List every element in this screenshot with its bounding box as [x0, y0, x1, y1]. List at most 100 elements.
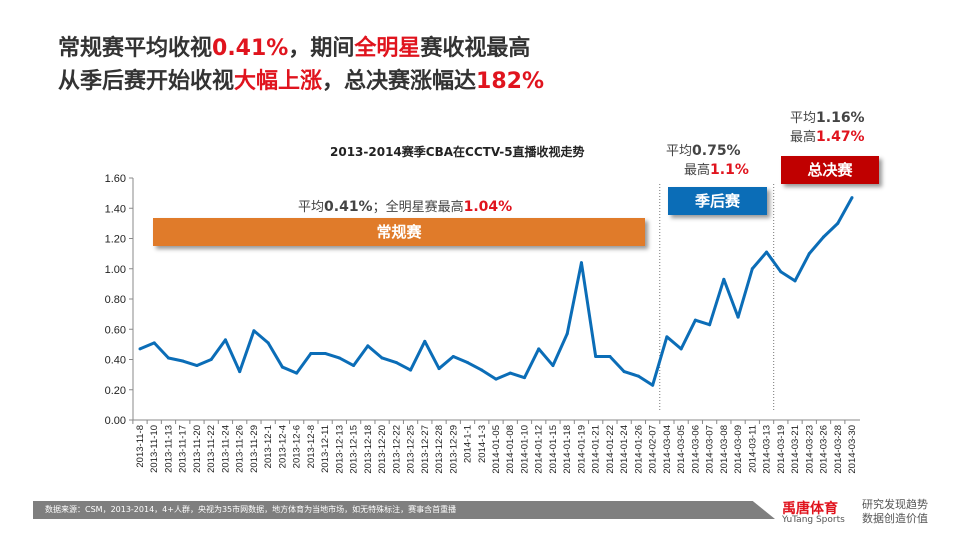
data-point	[508, 371, 512, 375]
x-tick-label: 2013-12-27	[420, 425, 431, 474]
data-point	[280, 365, 284, 369]
data-point	[309, 351, 313, 355]
data-point	[594, 354, 598, 358]
text: 1.04%	[463, 199, 513, 215]
x-tick-label: 2013-12-18	[363, 425, 374, 474]
x-tick-label: 2013-12-15	[349, 425, 360, 474]
x-tick-label: 2013-11-10	[149, 425, 160, 473]
data-point	[750, 267, 754, 271]
x-tick-label: 2014-01-22	[605, 425, 616, 474]
text: 0.75%	[692, 143, 741, 159]
headline-1: 常规赛平均收视0.41%，期间全明星赛收视最高	[58, 30, 530, 62]
data-point	[409, 368, 413, 372]
data-point	[822, 235, 826, 239]
regular-season-band: 常规赛	[153, 218, 645, 246]
text: 0.41%	[324, 199, 373, 215]
regular-season-stats: 平均0.41%；全明星赛最高1.04%	[298, 196, 512, 215]
x-tick-label: 2014-03-04	[662, 425, 673, 474]
x-tick-label: 2014-01-21	[591, 425, 602, 474]
x-tick-label: 2014-03-13	[762, 425, 773, 474]
x-tick-label: 2014-01-05	[491, 425, 502, 474]
x-tick-label: 2013-12-11	[320, 425, 331, 473]
x-tick-label: 2013-12-4	[277, 425, 288, 468]
data-point	[437, 367, 441, 371]
data-point	[451, 354, 455, 358]
y-tick-label: 0.80	[105, 294, 126, 306]
x-tick-label: 2013-12-20	[377, 425, 388, 474]
data-point	[195, 364, 199, 368]
x-tick-label: 2013-12-13	[334, 425, 345, 474]
x-tick-label: 2014-03-05	[676, 425, 687, 474]
data-point	[181, 359, 185, 363]
data-point	[494, 377, 498, 381]
data-point	[352, 364, 356, 368]
text: 1.1%	[710, 162, 749, 178]
y-tick-label: 1.00	[105, 264, 126, 276]
x-tick-label: 2014-03-09	[733, 425, 744, 474]
y-tick-label: 0.60	[105, 324, 126, 336]
brand-logo-en: YuTang Sports	[782, 515, 845, 525]
x-tick-label: 2014-01-26	[633, 425, 644, 474]
x-tick-label: 2013-12-28	[434, 425, 445, 474]
data-point	[366, 344, 370, 348]
data-point	[836, 221, 840, 225]
data-point	[736, 315, 740, 319]
data-point	[323, 351, 327, 355]
x-tick-label: 2014-03-11	[747, 425, 758, 473]
x-tick-label: 2013-12-1	[263, 425, 274, 468]
data-point	[551, 364, 555, 368]
data-point	[337, 356, 341, 360]
y-tick-label: 1.40	[105, 203, 126, 215]
headline-2: 从季后赛开始收视大幅上涨，总决赛涨幅达182%	[58, 63, 544, 95]
x-tick-label: 2013-12-25	[406, 425, 417, 474]
y-tick-label: 1.20	[105, 234, 126, 246]
x-tick-label: 2014-01-19	[576, 425, 587, 474]
data-point	[665, 335, 669, 339]
x-tick-label: 2014-03-08	[719, 425, 730, 474]
text: 最高	[684, 163, 711, 178]
text: 全明星	[354, 36, 421, 61]
data-point	[722, 277, 726, 281]
data-source-footer: 数据来源：CSM，2013-2014，4+人群，央视为35市网数据，地方体育为当…	[33, 501, 775, 519]
data-point	[209, 358, 213, 361]
x-tick-label: 2014-01-12	[534, 425, 545, 474]
data-point	[679, 347, 683, 351]
x-tick-label: 2014-01-18	[562, 425, 573, 474]
x-tick-label: 2014-03-07	[705, 425, 716, 474]
text: 从季后赛开始收视	[58, 69, 235, 94]
x-tick-label: 2013-11-17	[178, 425, 189, 473]
x-tick-label: 2013-11-22	[206, 425, 217, 473]
text: 1.47%	[816, 129, 865, 145]
data-point	[266, 341, 270, 345]
slogan: 研究发现趋势 数据创造价值	[862, 498, 942, 526]
data-point	[537, 347, 541, 351]
finals-stats: 平均1.16% 最高1.47%	[790, 109, 865, 147]
data-point	[152, 341, 156, 345]
x-tick-label: 2013-12-29	[448, 425, 459, 474]
data-point	[295, 371, 299, 375]
data-point	[850, 196, 854, 200]
x-tick-label: 2013-11-26	[235, 425, 246, 473]
text: ，总决赛涨幅达	[322, 69, 477, 94]
x-tick-label: 2014-03-19	[776, 425, 787, 474]
finals-band: 总决赛	[781, 156, 879, 184]
data-point	[651, 383, 655, 387]
playoff-band: 季后赛	[668, 187, 767, 215]
data-point	[579, 261, 583, 265]
data-point	[779, 270, 783, 274]
text: ；全明星赛最高	[372, 200, 464, 215]
playoff-stats: 平均0.75% 最高1.1%	[666, 142, 749, 180]
data-point	[807, 252, 811, 256]
data-point	[522, 376, 526, 380]
text: 研究发现趋势	[862, 498, 928, 511]
data-point	[466, 361, 470, 365]
x-tick-label: 2014-03-21	[790, 425, 801, 474]
x-tick-label: 2014-01-08	[505, 425, 516, 474]
data-point	[565, 332, 569, 336]
text: 平均	[790, 111, 817, 126]
text: 1.16%	[816, 110, 865, 126]
x-tick-label: 2013-12-8	[306, 425, 317, 468]
text: 最高	[790, 130, 817, 145]
x-tick-label: 2013-12-6	[292, 425, 303, 468]
